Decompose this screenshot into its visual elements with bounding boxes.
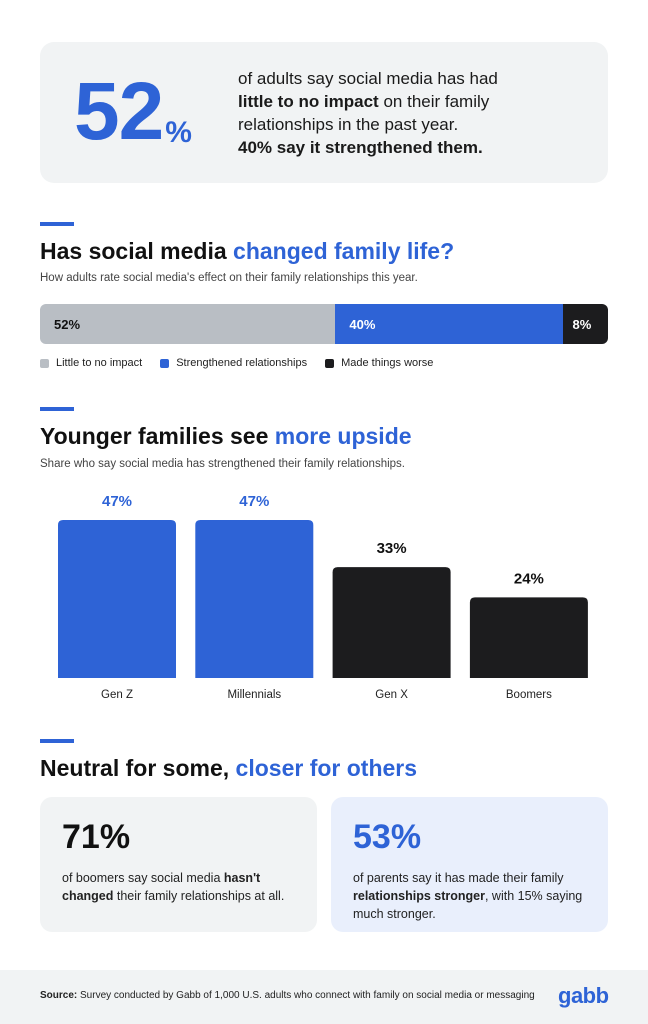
legend-swatch [40, 358, 49, 368]
stacked-segment-label: 40% [349, 316, 376, 332]
boomers-stat-text: of boomers say social media hasn't chang… [62, 869, 295, 905]
legend-label: Made things worse [341, 357, 434, 369]
hero-stat-number: 52 % [74, 66, 192, 157]
section1-title-plain: Has social media [40, 238, 234, 264]
legend-label: Strengthened relationships [176, 357, 308, 369]
boomers-stat-pre: of boomers say social media [62, 871, 224, 885]
section2-subtitle: Share who say social media has strengthe… [40, 458, 405, 470]
source-label: Source: [40, 990, 78, 1001]
legend-item: Strengthened relationships [160, 357, 307, 369]
boomers-stat-number: 71% [62, 818, 131, 856]
bar-category-label: Gen Z [101, 689, 133, 701]
bar-boomers [469, 597, 588, 678]
stacked-segment-1: 40% [335, 304, 563, 344]
section2-title-plain: Younger families see [40, 423, 275, 449]
boomers-stat-card: 71% of boomers say social media hasn't c… [40, 797, 317, 932]
legend-item: Made things worse [325, 357, 433, 369]
legend-swatch [325, 358, 335, 368]
hero-stat-description: of adults say social media has had littl… [238, 67, 588, 159]
boomers-stat-bold: hasn't changed [62, 871, 261, 903]
parents-stat-text: of parents say it has made their family … [353, 869, 586, 923]
boomers-stat-post: their family relationships at all. [113, 889, 285, 903]
section1-subtitle: How adults rate social media's effect on… [40, 272, 418, 284]
legend-swatch [160, 358, 170, 368]
bar-value-label: 47% [102, 493, 132, 510]
bar-gen-z [58, 520, 176, 678]
generation-bar-chart: 47% Gen Z 47% Millennials 33% Gen X 24% Boomers [58, 493, 588, 701]
section3-title-plain: Neutral for some, [40, 755, 236, 781]
parents-stat-pre: of parents say it has made their family [353, 871, 564, 885]
bar-gen-x [332, 567, 451, 678]
section2-accent-bar [40, 407, 74, 411]
parents-stat-bold: relationships stronger [353, 889, 485, 903]
bar-category-label: Gen X [375, 689, 408, 701]
hero-text-line2: on their family relationships in the pas… [238, 92, 490, 134]
hero-text-bold: little to no impact [238, 92, 379, 111]
section2-title: Younger families see more upside [40, 423, 412, 450]
stacked-segment-2: 8% [562, 304, 608, 344]
bar-value-label: 33% [377, 540, 407, 557]
stacked-segment-label: 52% [54, 316, 81, 332]
bar-value-label: 24% [514, 570, 544, 587]
bar-value-label: 47% [239, 493, 269, 510]
hero-stat-percent-sign: % [165, 116, 192, 149]
legend-label: Little to no impact [56, 357, 143, 369]
source-note: Source: Survey conducted by Gabb of 1,00… [40, 990, 535, 1001]
hero-stat-value: 52 [74, 66, 164, 157]
section3-accent-bar [40, 739, 74, 743]
bar-category-label: Millennials [227, 689, 281, 701]
gabb-logo: gabb [558, 983, 609, 1008]
section3-title: Neutral for some, closer for others [40, 755, 417, 782]
bar-millennials [195, 520, 314, 678]
stacked-segment-label: 8% [572, 316, 592, 332]
parents-stat-post: , with 15% saying much stronger. [353, 889, 583, 921]
section1-title: Has social media changed family life? [40, 238, 454, 265]
hero-text-line1: of adults say social media has had [238, 69, 498, 88]
parents-stat-card: 53% of parents say it has made their fam… [331, 797, 608, 932]
bar-category-label: Boomers [506, 689, 552, 701]
hero-text-line3: 40% say it strengthened them. [238, 138, 483, 157]
footer: Source: Survey conducted by Gabb of 1,00… [0, 970, 648, 1024]
section1-accent-bar [40, 222, 74, 226]
source-text: Survey conducted by Gabb of 1,000 U.S. a… [77, 990, 535, 1001]
hero-stat-card: 52 % of adults say social media has had … [40, 42, 608, 183]
parents-stat-number: 53% [353, 818, 422, 856]
stacked-bar-chart: 52% 40% 8% [40, 304, 608, 344]
stacked-segment-0: 52% [40, 304, 336, 344]
legend-item: Little to no impact [40, 357, 142, 369]
section3-title-highlight: closer for others [235, 755, 418, 781]
stacked-bar-legend: Little to no impact Strengthened relation… [40, 357, 433, 369]
section2-title-highlight: more upside [274, 423, 412, 449]
section1-title-highlight: changed family life? [233, 238, 455, 264]
